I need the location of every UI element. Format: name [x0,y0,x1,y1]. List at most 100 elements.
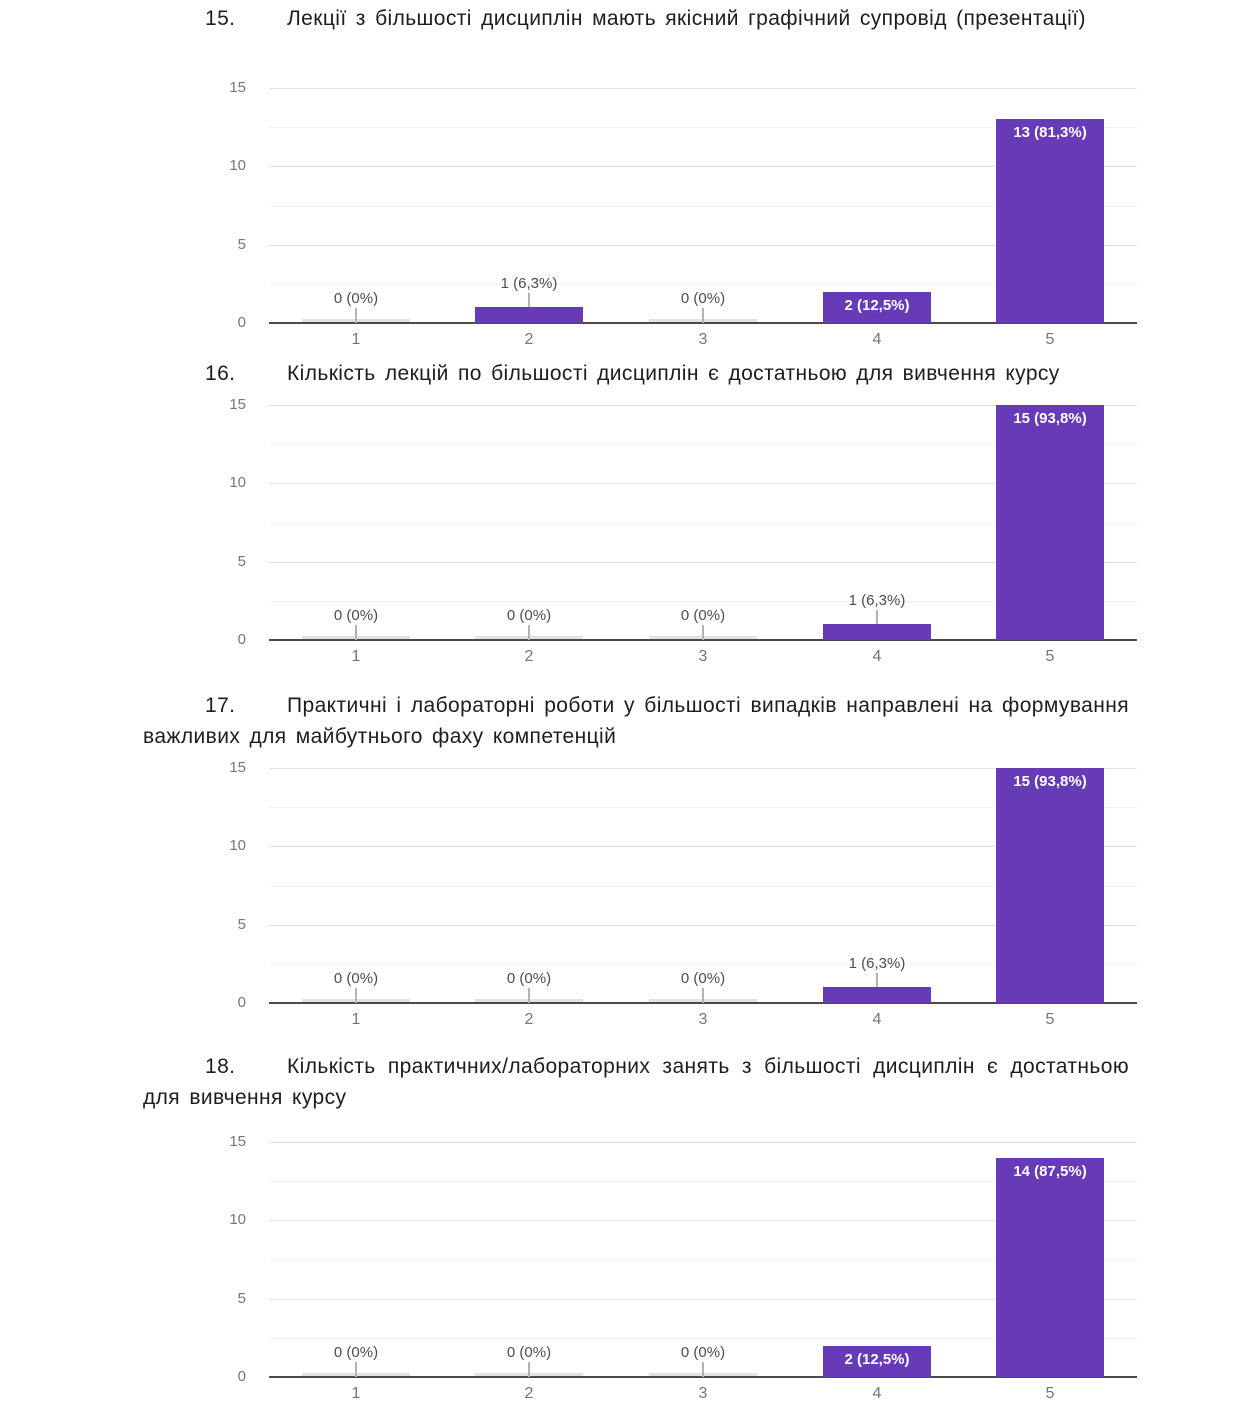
bar-chart-question-16: 0 5 10 15 0 (0%) 1 0 (0%) 2 0 (0%) 3 1 (6,3%) 4 15 (… [0,390,1241,680]
bar-value-label: 14 (87,5%) [1013,1163,1087,1180]
gridline [269,846,1137,847]
label-stem [355,308,357,323]
bar [823,292,931,323]
question-18-heading: 18. Кількість практичних/лабораторних зан… [143,1051,1129,1113]
bar-value-label: 2 (12,5%) [844,297,910,314]
bar-value-label: 1 (6,3%) [500,275,558,292]
y-axis-label: 5 [237,1290,246,1307]
gridline [269,206,1137,207]
x-axis-label: 1 [351,1011,361,1028]
x-axis-label: 1 [351,648,361,665]
gridline [269,886,1137,887]
gridline [269,88,1137,89]
x-axis-label: 5 [1045,1385,1055,1402]
gridline [269,1260,1137,1261]
gridline [269,405,1137,406]
y-axis-label: 5 [237,553,246,570]
label-stem [355,625,357,640]
question-17-text: Практичні і лабораторні роботи у більшос… [143,694,1129,748]
question-16-heading: 16. Кількість лекцій по більшості дисципл… [143,358,1129,389]
gridline [269,1338,1137,1339]
y-axis-label: 15 [229,759,246,776]
x-axis-label: 1 [351,1385,361,1402]
y-axis-label: 5 [237,236,246,253]
gridline [269,1220,1137,1221]
bar [823,624,931,640]
gridline [269,1142,1137,1143]
gridline [269,601,1137,602]
axis-baseline [269,322,1137,324]
gridline [269,523,1137,524]
bar-value-label: 0 (0%) [333,970,379,987]
y-axis-label: 10 [229,474,246,491]
gridline [269,483,1137,484]
x-axis-label: 4 [872,331,882,348]
bar-value-label: 1 (6,3%) [848,592,906,609]
gridline [269,562,1137,563]
bar-value-label: 2 (12,5%) [844,1351,910,1368]
label-stem [702,988,704,1003]
bar-value-label: 0 (0%) [506,970,552,987]
gridline [269,1299,1137,1300]
label-stem [702,1362,704,1377]
x-axis-label: 4 [872,648,882,665]
bar-value-label: 1 (6,3%) [848,955,906,972]
label-stem [528,293,530,307]
label-stem [876,973,878,987]
gridline [269,964,1137,965]
x-axis-label: 2 [524,331,534,348]
question-16-text: Кількість лекцій по більшості дисциплін … [287,362,1060,385]
axis-baseline [269,639,1137,641]
x-axis-label: 5 [1045,648,1055,665]
question-17-number: 17. [205,694,236,717]
x-axis-label: 3 [698,1385,708,1402]
y-axis-label: 0 [237,1368,246,1385]
bar-value-label: 0 (0%) [506,607,552,624]
bar [996,405,1104,640]
y-axis-label: 0 [237,631,246,648]
gridline [269,166,1137,167]
question-18-number: 18. [205,1055,236,1078]
question-16-number: 16. [205,362,236,385]
bar-value-label: 0 (0%) [680,290,726,307]
bar [996,1158,1104,1377]
bar-chart-question-18: 0 5 10 15 0 (0%) 1 0 (0%) 2 0 (0%) 3 2 (12,5%) 4 14 … [0,1127,1241,1417]
y-axis-label: 10 [229,1211,246,1228]
bar-value-label: 13 (81,3%) [1013,124,1087,141]
bar-value-label: 15 (93,8%) [1013,773,1087,790]
label-stem [528,625,530,640]
bar-value-label: 15 (93,8%) [1013,410,1087,427]
x-axis-label: 5 [1045,331,1055,348]
bar-value-label: 0 (0%) [333,1344,379,1361]
question-15-text: Лекції з більшості дисциплін мають якісн… [287,7,1086,30]
bar [996,119,1104,323]
gridline [269,768,1137,769]
gridline [269,245,1137,246]
bar [823,1346,931,1377]
label-stem [528,988,530,1003]
label-stem [702,625,704,640]
bar [996,768,1104,1003]
y-axis-label: 15 [229,79,246,96]
x-axis-label: 4 [872,1011,882,1028]
x-axis-label: 1 [351,331,361,348]
label-stem [702,308,704,323]
label-stem [355,1362,357,1377]
gridline [269,127,1137,128]
x-axis-label: 3 [698,331,708,348]
question-18-text: Кількість практичних/лабораторних занять… [143,1055,1129,1109]
bar [475,307,583,323]
axis-baseline [269,1002,1137,1004]
label-stem [876,610,878,624]
bar [823,987,931,1003]
gridline [269,1181,1137,1182]
label-stem [528,1362,530,1377]
x-axis-label: 2 [524,1385,534,1402]
bar-value-label: 0 (0%) [333,290,379,307]
bar-value-label: 0 (0%) [680,1344,726,1361]
label-stem [355,988,357,1003]
bar-chart-question-17: 0 5 10 15 0 (0%) 1 0 (0%) 2 0 (0%) 3 1 (6,3%) 4 15 (… [0,753,1241,1043]
x-axis-label: 5 [1045,1011,1055,1028]
gridline [269,284,1137,285]
gridline [269,925,1137,926]
